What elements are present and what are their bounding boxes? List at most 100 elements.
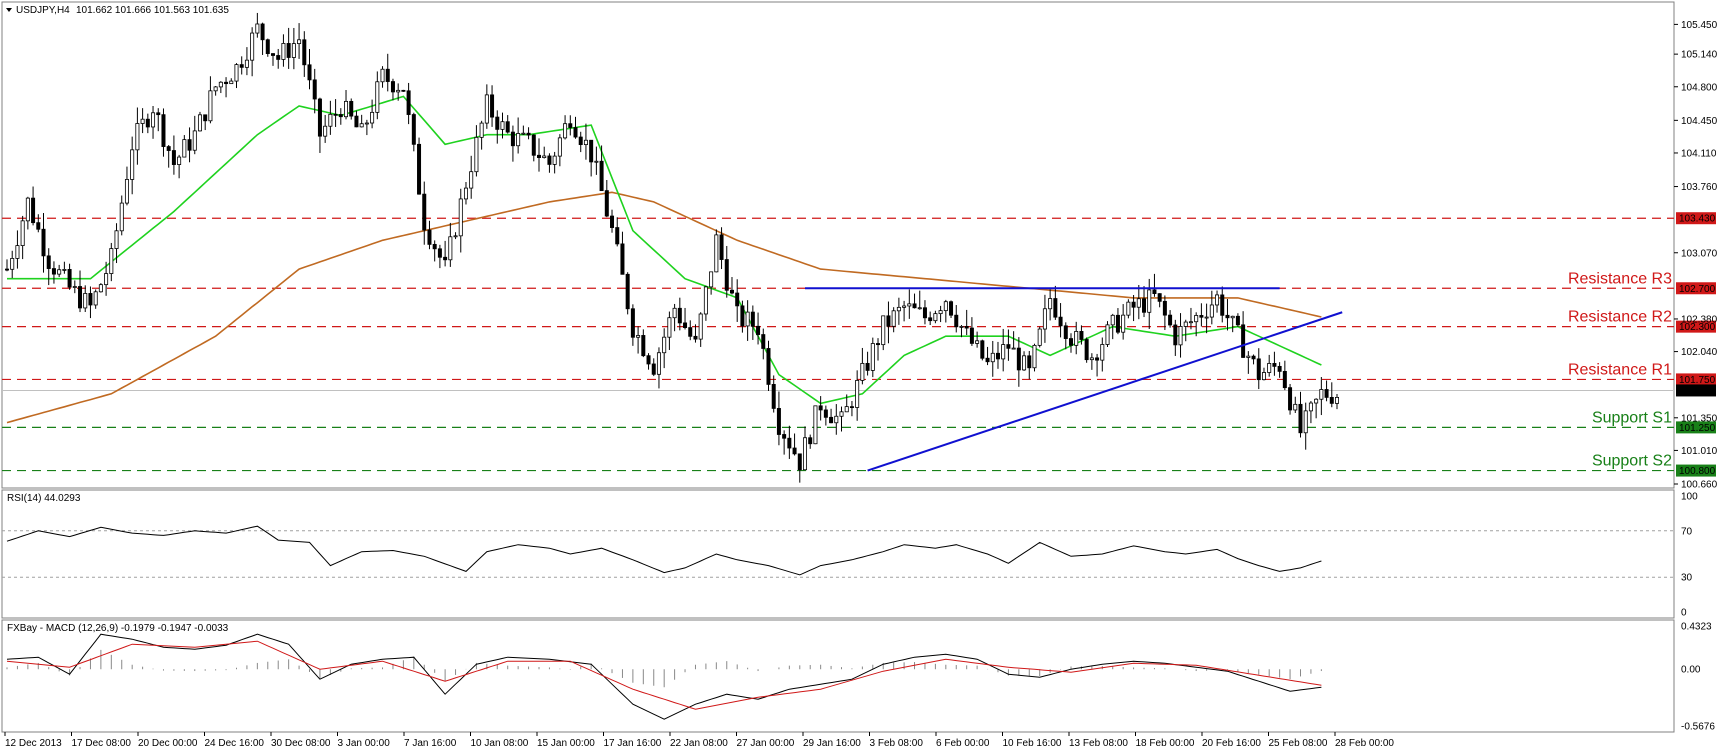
candle-body [323, 125, 328, 137]
candle-body [281, 43, 286, 60]
candle-body [980, 340, 985, 359]
candle-body [1335, 396, 1340, 404]
candle-body [521, 132, 526, 135]
candle-body [1142, 298, 1147, 313]
sma-fast-line [7, 95, 1322, 405]
candle-body [516, 133, 521, 147]
candle-body [1251, 355, 1256, 360]
candle-body [568, 123, 573, 128]
candle-body [265, 39, 270, 54]
candle-body [745, 311, 750, 327]
candle-body [641, 335, 646, 357]
macd-signal-line [6, 640, 1322, 710]
candle-body [688, 327, 693, 337]
macd-tick-label: 0.4323 [1681, 622, 1712, 633]
candle-body [505, 121, 510, 133]
candle-body [531, 134, 536, 156]
candle-body [771, 384, 776, 409]
candle-body [1074, 331, 1079, 346]
y-tick-label: 101.350 [1681, 413, 1718, 424]
candle-body [943, 301, 948, 312]
candle-body [881, 315, 886, 346]
candle-body [119, 202, 124, 232]
candle-body [307, 64, 312, 81]
candle-body [1293, 403, 1298, 411]
candle-body [578, 136, 583, 146]
candle-body [203, 114, 208, 122]
candle-body [537, 154, 542, 159]
candle-body [10, 258, 15, 270]
candle-body [495, 116, 500, 130]
candle-body [949, 301, 954, 316]
candle-body [354, 115, 359, 128]
candle-body [453, 235, 458, 238]
level-badge [1676, 464, 1716, 477]
candle-body [1152, 289, 1157, 295]
candle-body [156, 112, 161, 116]
candle-body [933, 313, 938, 322]
candle-body [375, 81, 380, 113]
candle-body [124, 179, 129, 204]
level-badge-value: 101.250 [1679, 423, 1716, 434]
candle-body [1298, 403, 1303, 434]
candle-body [782, 434, 787, 439]
candle-body [291, 43, 296, 58]
price-panel-frame [1, 1, 1675, 489]
candle-body [171, 150, 176, 165]
symbol-title: USDJPY,H4 [16, 5, 70, 16]
candle-body [1136, 298, 1141, 308]
candle-body [1230, 315, 1235, 319]
candle-body [829, 416, 834, 424]
candle-body [975, 340, 980, 344]
x-tick-label: 20 Dec 00:00 [138, 738, 198, 749]
candle-body [239, 64, 244, 68]
sma-slow-line [6, 191, 1322, 424]
candle-body [1011, 347, 1016, 350]
candle-body [359, 123, 364, 128]
price-trendlines [805, 287, 1343, 472]
candle-body [114, 230, 119, 249]
rsi-tick-label: 100 [1681, 492, 1698, 503]
candle-body [563, 123, 568, 139]
candle-body [1241, 324, 1246, 358]
current-price-value: 101.635 [1679, 386, 1716, 397]
candle-body [928, 317, 933, 322]
candle-body [411, 114, 416, 145]
candle-body [98, 284, 103, 293]
candle-body [500, 121, 505, 130]
candle-body [83, 293, 88, 309]
x-tick-label: 17 Dec 08:00 [72, 738, 132, 749]
candle-body [1324, 389, 1329, 398]
candle-body [969, 327, 974, 344]
candle-body [844, 406, 849, 413]
candle-body [72, 286, 77, 288]
x-tick-label: 15 Jan 00:00 [537, 738, 595, 749]
candle-body [912, 303, 917, 309]
candle-body [41, 228, 46, 257]
level-badge-value: 100.800 [1679, 466, 1716, 477]
candle-body [333, 113, 338, 116]
candle-body [484, 94, 489, 124]
candle-body [615, 227, 620, 245]
level-badge [1676, 421, 1716, 434]
candle-body [698, 313, 703, 340]
y-tick-label: 105.450 [1681, 20, 1718, 31]
candle-body [229, 80, 234, 85]
candle-body [1162, 300, 1167, 316]
candle-body [1215, 294, 1220, 306]
candle-body [1069, 338, 1074, 346]
dropdown-triangle-icon[interactable] [6, 8, 12, 12]
candle-body [218, 81, 223, 88]
rsi-indicator: 100 70 30 0 [2, 492, 1698, 619]
candle-body [1095, 357, 1100, 361]
candle-body [714, 234, 719, 273]
rsi-panel-frame [1, 489, 1675, 619]
candle-body [234, 64, 239, 82]
level-badge-value: 103.430 [1679, 214, 1716, 225]
candle-body [886, 315, 891, 327]
candle-body [25, 197, 30, 222]
candle-body [490, 94, 495, 118]
candle-body [787, 437, 792, 449]
candle-body [1006, 344, 1011, 349]
